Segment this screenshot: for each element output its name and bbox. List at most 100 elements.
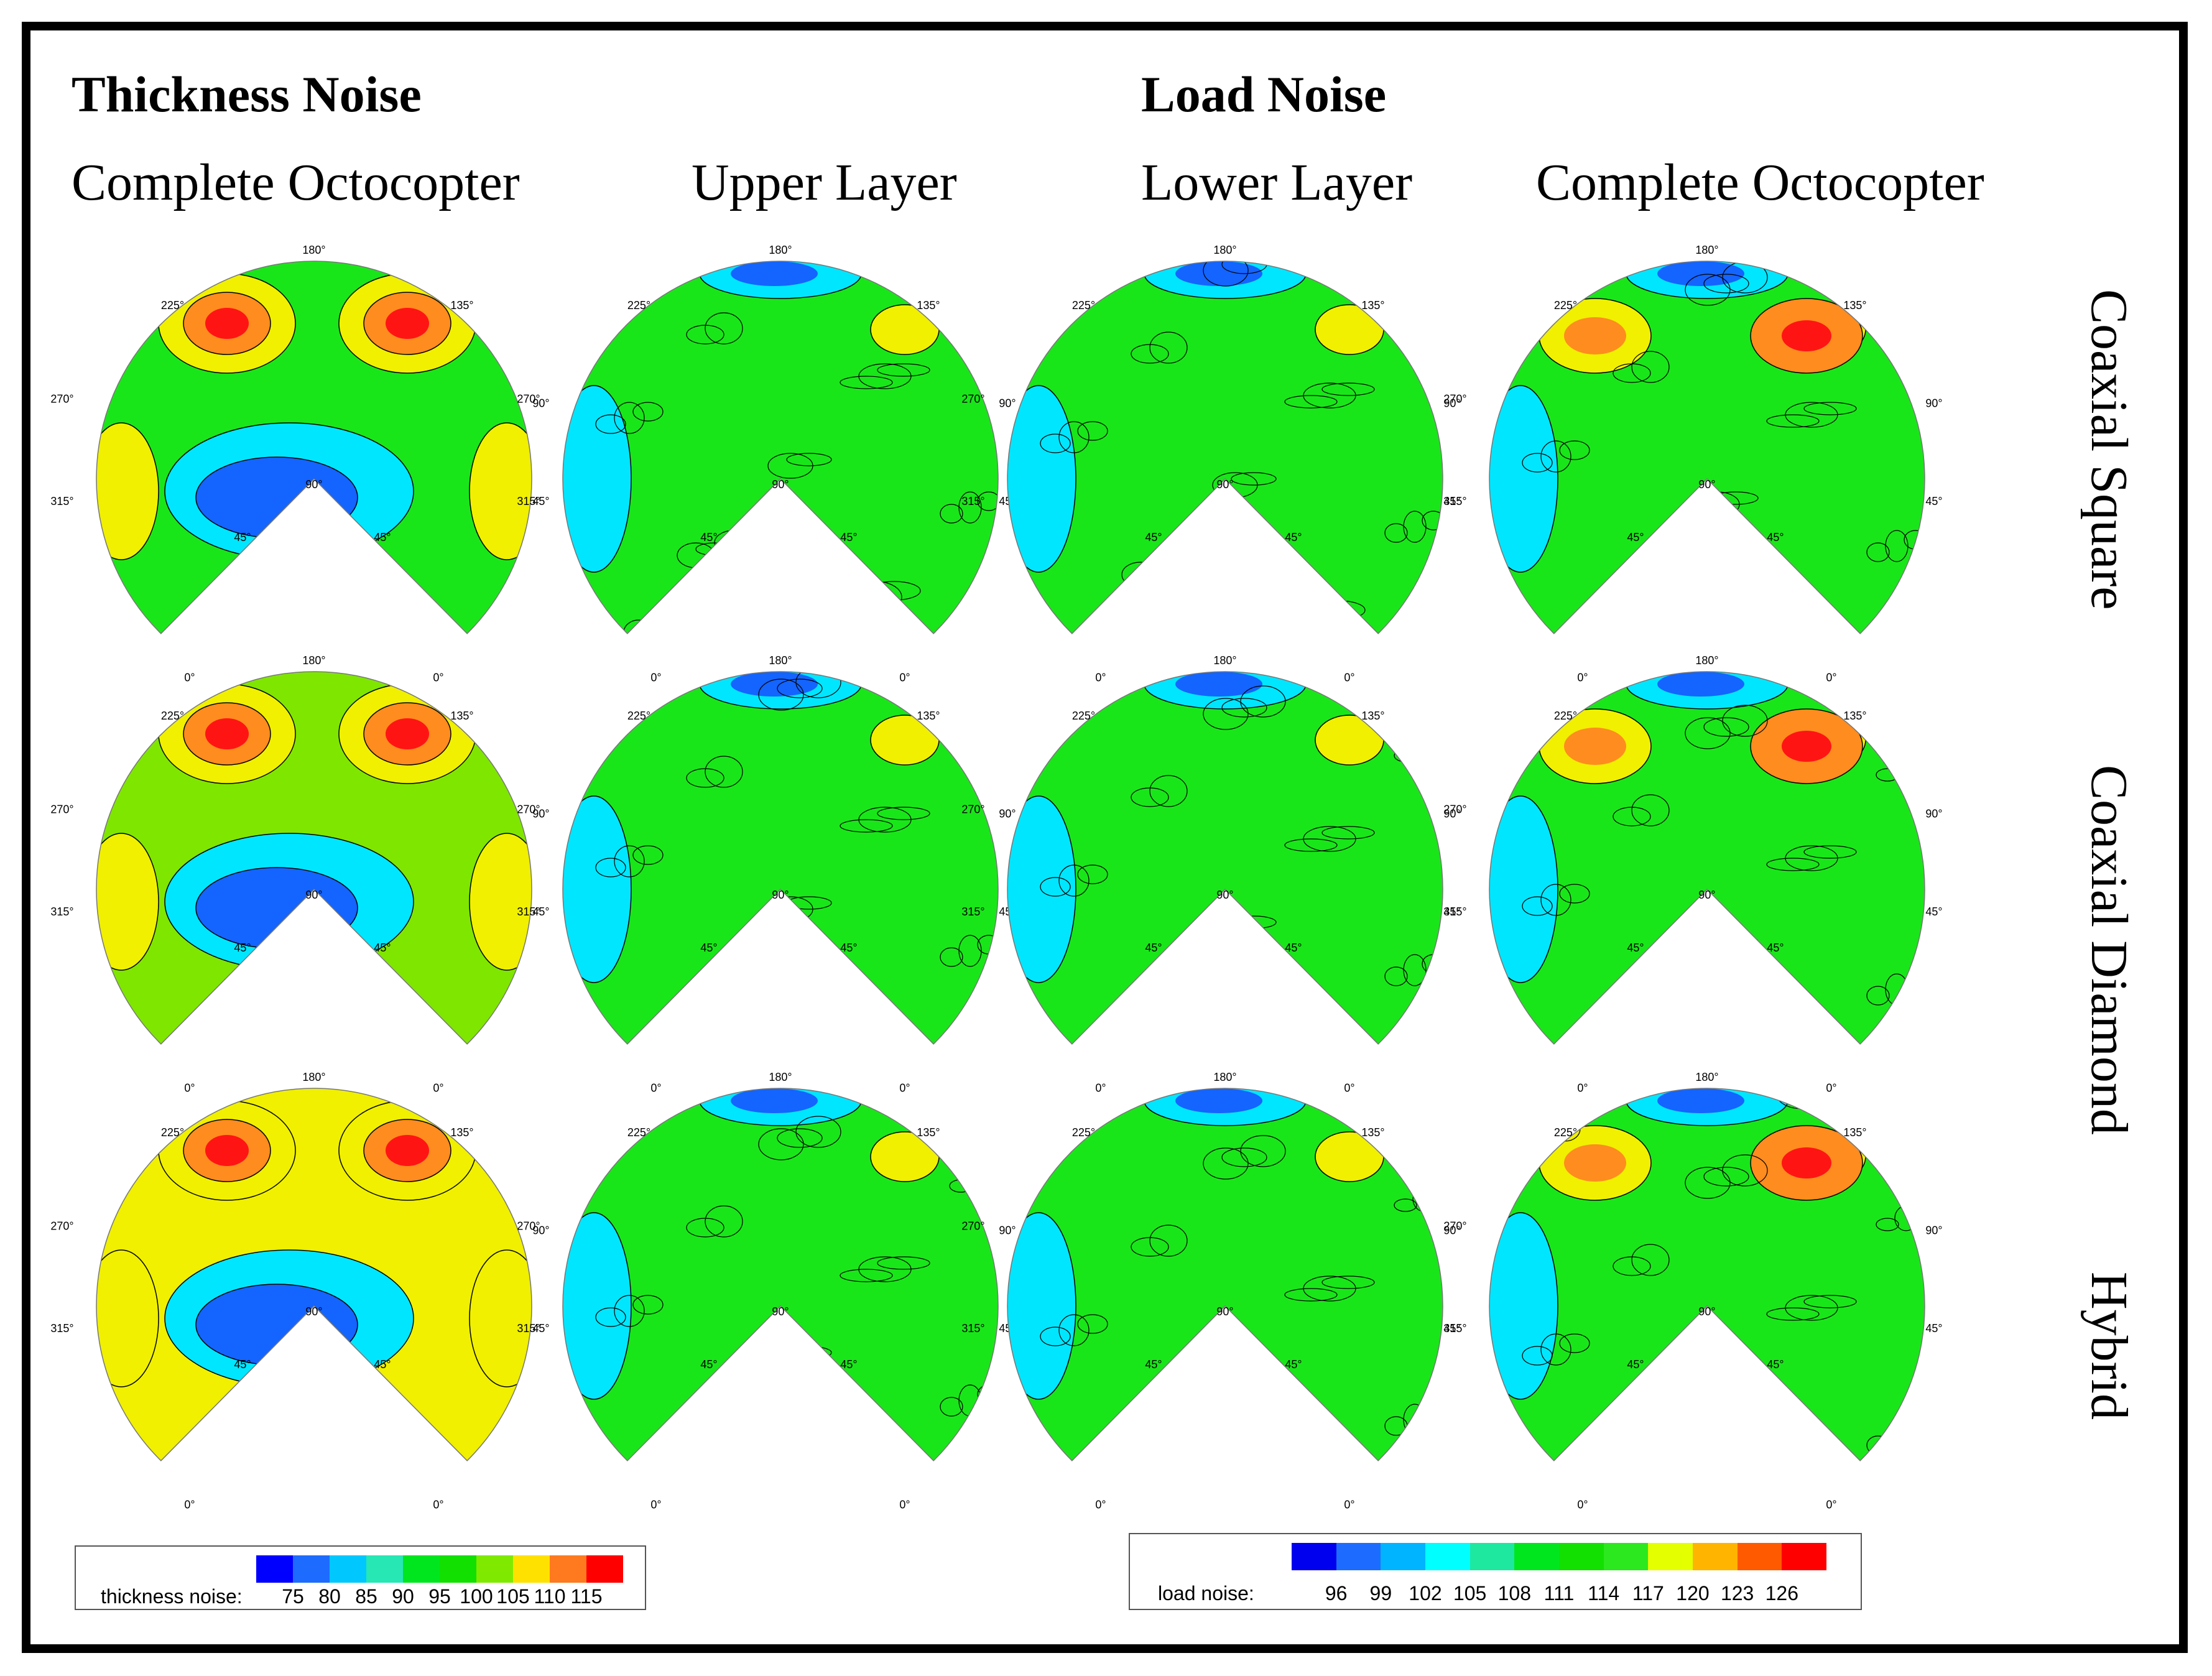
contour-speckle	[1159, 549, 1197, 575]
colorbar-swatch	[1381, 1543, 1425, 1570]
angle-label: 45°	[234, 531, 251, 544]
angle-label: 270°	[961, 1220, 984, 1233]
contour-speckle	[1321, 826, 1375, 840]
contour-speckle	[1694, 1384, 1740, 1410]
contour-speckle	[1140, 1005, 1178, 1019]
contour-speckle	[714, 973, 752, 999]
colorbar-swatch	[550, 1555, 586, 1583]
side-lobe	[96, 422, 159, 560]
thickness-noise-title: Thickness Noise	[72, 66, 422, 123]
angle-label: 45°	[532, 495, 549, 507]
contour-speckle	[1040, 1326, 1071, 1346]
angle-label: 90°	[305, 1305, 322, 1318]
contour-speckle	[562, 717, 575, 731]
angle-label: 315°	[961, 1322, 984, 1335]
contour-speckle	[868, 1475, 920, 1493]
contour-speckle	[1422, 1404, 1443, 1424]
contour-speckle	[1077, 421, 1108, 441]
angle-label: 315°	[961, 495, 984, 507]
contour-speckle	[1040, 877, 1071, 897]
colorbar-swatch	[366, 1555, 403, 1583]
contour-speckle	[1058, 421, 1090, 453]
colorbar-swatch	[1559, 1543, 1604, 1570]
contour-speckle	[686, 325, 724, 345]
cold-patch-side	[563, 385, 632, 573]
contour-speckle	[595, 414, 626, 434]
angle-label: 135°	[1843, 710, 1866, 722]
contour-speckle	[1240, 1135, 1286, 1167]
contour-speckle	[1131, 1237, 1169, 1257]
angle-label: 90°	[1443, 397, 1460, 410]
side-lobe	[96, 833, 159, 971]
load-colorbar-title: load noise:	[1158, 1582, 1254, 1604]
cold-patch-side	[1007, 1212, 1076, 1400]
angle-label: 270°	[1443, 803, 1466, 816]
hot-patch	[1315, 304, 1384, 355]
plot-r2-c4	[1489, 671, 1925, 1044]
contour-speckle	[605, 1076, 635, 1088]
colorbar-swatch	[1469, 1543, 1515, 1570]
column-header-load-complete: Complete Octocopter	[1536, 154, 1984, 211]
angle-label: 270°	[961, 393, 984, 405]
angle-label: 90°	[1443, 808, 1460, 820]
contour-speckle	[632, 1295, 664, 1315]
contour-speckle	[849, 1024, 902, 1044]
contour-speckle	[1203, 261, 1249, 287]
angle-label: 180°	[1695, 1071, 1718, 1083]
load-noise-colorbar: load noise: 96 99 102 105 108 111 114 117 120 123…	[1129, 1533, 1862, 1610]
contour-speckle	[714, 530, 752, 556]
colorbar-swatch	[330, 1555, 366, 1583]
colorbar-tick: 95	[428, 1585, 451, 1608]
contour-speckle	[1904, 1423, 1925, 1443]
plot-outline-r2-c2	[562, 671, 999, 1045]
contour-speckle	[1384, 966, 1408, 986]
contour-speckle	[1631, 794, 1670, 826]
contour-speckle	[1394, 305, 1417, 319]
angle-label: 90°	[772, 889, 789, 901]
hot-patch	[1315, 715, 1384, 766]
angle-label: 0°	[1095, 1082, 1106, 1095]
contour-speckle	[1603, 581, 1642, 607]
angle-label: 270°	[517, 393, 540, 405]
angle-label: 0°	[184, 1082, 195, 1095]
hot-lobe-core	[386, 718, 429, 749]
contour-speckle	[1131, 787, 1169, 807]
contour-speckle	[1613, 1256, 1651, 1276]
column-header-upper-layer: Upper Layer	[692, 154, 957, 211]
angle-label: 180°	[769, 244, 792, 256]
colorbar-swatch	[1336, 1543, 1381, 1570]
angle-label: 45°	[840, 531, 857, 544]
colorbar-swatch	[440, 1555, 476, 1583]
angle-label: 45°	[700, 942, 717, 954]
contour-speckle	[1040, 433, 1071, 453]
contour-speckle	[1068, 1083, 1098, 1108]
colorbar-tick: 126	[1765, 1582, 1799, 1604]
plot-r2-c3	[1007, 671, 1443, 1108]
contour-speckle	[1694, 935, 1740, 961]
cold-patch-core	[1657, 1088, 1744, 1113]
contour-speckle	[1685, 1167, 1731, 1199]
angle-label: 315°	[1443, 905, 1466, 918]
contour-speckle	[1803, 1295, 1857, 1308]
angle-label: 270°	[517, 803, 540, 816]
contour-speckle	[1422, 511, 1443, 530]
contour-speckle	[1313, 1044, 1365, 1063]
contour-speckle	[786, 453, 832, 466]
angle-label: 0°	[899, 672, 910, 684]
colorbar-swatch	[256, 1555, 293, 1583]
column-header-lower-layer: Lower Layer	[1141, 154, 1413, 211]
contour-speckle	[767, 453, 813, 479]
colorbar-tick: 100	[460, 1585, 493, 1608]
plot-outline-r2-c1	[96, 671, 532, 1045]
angle-label: 45°	[374, 1358, 391, 1371]
angle-label: 135°	[1361, 710, 1384, 722]
contour-speckle	[1412, 1186, 1436, 1212]
contour-speckle	[1149, 331, 1188, 364]
plot-outline-r3-c4	[1489, 1088, 1925, 1461]
hot-patch-core	[1782, 1147, 1831, 1178]
contour-speckle	[767, 1346, 813, 1372]
angle-label: 90°	[1698, 889, 1715, 901]
angle-label: 0°	[433, 672, 443, 684]
contour-speckle	[1603, 1024, 1642, 1044]
contour-speckle	[777, 1128, 823, 1148]
